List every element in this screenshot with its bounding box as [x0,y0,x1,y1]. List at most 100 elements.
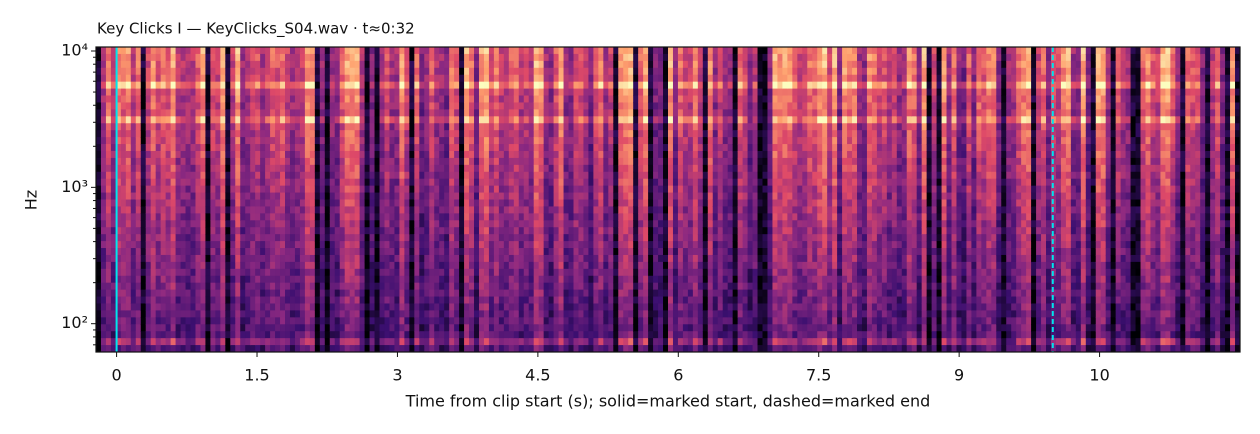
spectrogram-cell [508,67,515,76]
spectrogram-cell [369,81,376,90]
spectrogram-cell [593,296,599,305]
spectrogram-cell [225,137,231,145]
spectrogram-cell [593,192,599,201]
spectrogram-cell [200,310,207,318]
spectrogram-cell [170,67,177,76]
spectrogram-cell [379,192,386,201]
spectrogram-cell [215,234,221,242]
spectrogram-cell [205,296,211,305]
spectrogram-cell [459,164,465,173]
spectrogram-cell [230,296,236,305]
spectrogram-cell [399,345,405,352]
spectrogram-cell [633,241,639,249]
spectrogram-cell [439,282,445,291]
spectrogram-cell [125,192,132,201]
spectrogram-cell [419,60,425,69]
spectrogram-cell [110,137,117,145]
spectrogram-cell [250,241,256,249]
spectrogram-cell [195,206,202,214]
spectrogram-cell [508,178,515,187]
spectrogram-cell [135,74,142,83]
spectrogram-cell [319,130,326,138]
spectrogram-cell [653,338,659,346]
spectrogram-cell [185,150,192,159]
spectrogram-cell [339,317,346,325]
spectrogram-cell [294,213,301,221]
spectrogram-cell [404,123,410,131]
spectrogram-cell [409,289,415,298]
spectrogram-cell [389,282,396,291]
spectrogram-cell [329,185,336,194]
spectrogram-cell [100,109,107,117]
spectrogram-cell [359,241,366,249]
spectrogram-cell [543,144,550,152]
spectrogram-cell [275,206,281,214]
spectrogram-cell [294,192,301,201]
spectrogram-cell [543,192,550,201]
spectrogram-cell [593,220,599,228]
spectrogram-cell [583,47,590,55]
spectrogram-cell [444,261,450,270]
spectrogram-cell [175,102,182,110]
spectrogram-cell [434,164,440,173]
spectrogram-cell [180,268,187,277]
spectrogram-cell [294,157,301,166]
spectrogram-cell [399,261,405,270]
spectrogram-cell [135,254,142,263]
spectrogram-cell [618,331,624,339]
spectrogram-cell [145,130,152,138]
spectrogram-cell [424,88,430,97]
spectrogram-cell [344,220,351,228]
spectrogram-cell [543,310,550,318]
spectrogram-cell [518,275,525,284]
spectrogram-cell [628,303,634,312]
spectrogram-cell [210,178,216,187]
spectrogram-cell [130,234,137,242]
spectrogram-cell [245,227,251,235]
spectrogram-cell [444,199,450,208]
spectrogram-cell [324,88,331,97]
spectrogram-cell [379,102,386,110]
spectrogram-cell [474,261,480,270]
spectrogram-cell [459,102,465,110]
spectrogram-cell [245,234,251,242]
spectrogram-cell [623,116,629,124]
spectrogram-cell [538,185,545,194]
spectrogram-cell [100,268,107,277]
spectrogram-cell [633,261,639,270]
spectrogram-cell [613,324,619,332]
spectrogram-cell [439,74,445,83]
spectrogram-cell [449,137,455,145]
spectrogram-cell [285,192,291,201]
spectrogram-cell [195,289,202,298]
spectrogram-cell [553,289,560,298]
spectrogram-cell [578,220,585,228]
spectrogram-cell [658,171,664,180]
spectrogram-cell [613,109,619,117]
spectrogram-cell [498,178,505,187]
spectrogram-cell [464,67,470,76]
spectrogram-cell [623,282,629,291]
spectrogram-cell [349,157,356,166]
spectrogram-cell [419,248,425,256]
spectrogram-cell [633,275,639,284]
spectrogram-cell [628,81,634,90]
spectrogram-cell [105,185,112,194]
spectrogram-cell [434,303,440,312]
spectrogram-cell [180,289,187,298]
spectrogram-cell [553,81,560,90]
spectrogram-cell [653,268,659,277]
spectrogram-cell [503,317,510,325]
spectrogram-cell [285,150,291,159]
spectrogram-cell [553,206,560,214]
spectrogram-cell [493,268,500,277]
spectrogram-cell [324,241,331,249]
spectrogram-cell [349,47,356,55]
spectrogram-cell [478,199,485,208]
spectrogram-cell [513,275,520,284]
spectrogram-cell [409,254,415,263]
spectrogram-cell [125,137,132,145]
spectrogram-cell [319,102,326,110]
spectrogram-cell [374,254,381,263]
spectrogram-cell [483,254,490,263]
